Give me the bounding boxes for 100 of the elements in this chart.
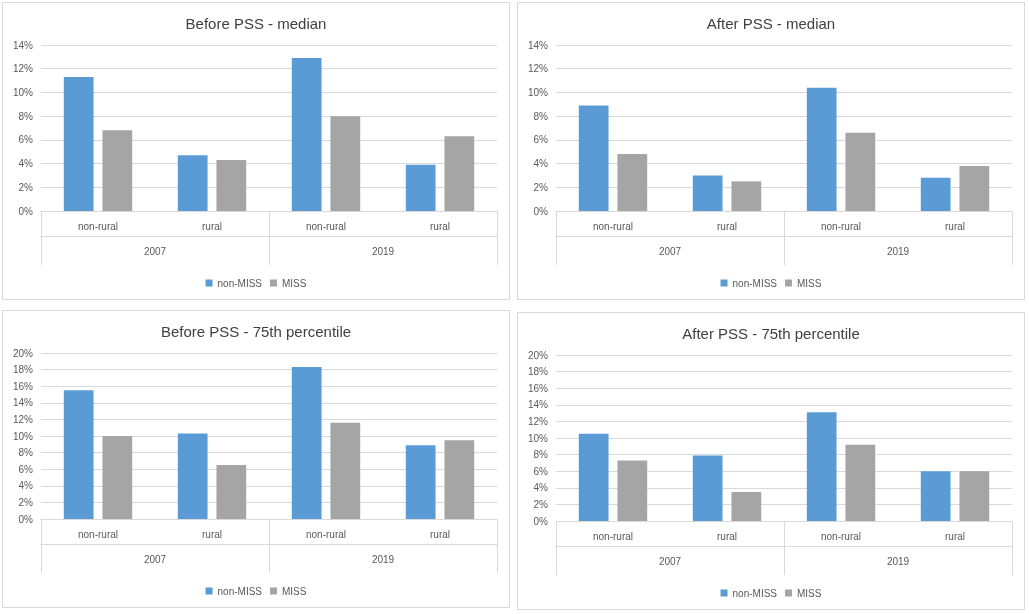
bar [102, 436, 133, 519]
y-tick-label: 8% [18, 447, 34, 459]
x-tick-label: rural [201, 220, 223, 232]
y-tick-label: 20% [12, 347, 34, 359]
bar [959, 471, 990, 521]
y-tick-label: 18% [527, 366, 549, 378]
bar [177, 433, 208, 519]
bar [806, 412, 837, 521]
y-tick-label: 12% [12, 413, 34, 425]
legend-label: MISS [797, 587, 822, 599]
bar [405, 445, 436, 519]
text: 2007 [143, 245, 167, 257]
legend-label: MISS [282, 585, 307, 597]
y-tick-label: 6% [533, 134, 549, 146]
y-tick-label: 6% [18, 134, 34, 146]
x-tick-label: non-rural [820, 220, 862, 232]
bar [291, 367, 322, 519]
y-tick-label: 12% [527, 63, 549, 75]
bar [444, 440, 475, 519]
x-tick-label: non-rural [592, 220, 634, 232]
x-tick-label: rural [716, 220, 738, 232]
bar [920, 177, 951, 211]
x-tick-label: non-rural [305, 220, 347, 232]
y-tick-label: 12% [12, 63, 34, 75]
y-tick-label: 2% [533, 181, 549, 193]
x-tick-label: rural [201, 528, 223, 540]
bar [63, 390, 94, 519]
y-tick-label: 10% [527, 432, 549, 444]
chart-title: After PSS - median [706, 15, 836, 32]
x-tick-label: non-rural [77, 528, 119, 540]
bar [920, 471, 951, 521]
legend-label: non-MISS [732, 587, 778, 599]
bar [405, 164, 436, 211]
y-tick-label: 2% [18, 181, 34, 193]
y-tick-label: 4% [533, 158, 549, 170]
y-tick-label: 4% [533, 482, 549, 494]
x-tick-label: rural [944, 530, 966, 542]
y-tick-label: 14% [527, 399, 549, 411]
y-tick-label: 0% [18, 513, 34, 525]
y-tick-label: 10% [12, 430, 34, 442]
legend-label: non-MISS [732, 277, 778, 289]
y-tick-label: 16% [12, 380, 34, 392]
bar [845, 444, 876, 521]
legend-label: non-MISS [217, 585, 263, 597]
legend-label: MISS [282, 277, 307, 289]
y-tick-label: 6% [533, 465, 549, 477]
text: 2019 [371, 245, 395, 257]
bar [578, 433, 609, 521]
text: 2007 [658, 555, 682, 567]
y-tick-label: 12% [527, 415, 549, 427]
y-tick-label: 16% [527, 382, 549, 394]
legend-label: MISS [797, 277, 822, 289]
x-tick-label: non-rural [820, 530, 862, 542]
x-tick-label: non-rural [592, 530, 634, 542]
bar [617, 154, 648, 211]
bar [692, 455, 723, 521]
y-tick-label: 4% [18, 480, 34, 492]
bar [578, 105, 609, 211]
text: 2019 [886, 555, 910, 567]
y-tick-label: 8% [533, 449, 549, 461]
bar [444, 136, 475, 211]
legend-label: non-MISS [217, 277, 263, 289]
text: 2007 [658, 245, 682, 257]
y-tick-label: 2% [533, 498, 549, 510]
bar [731, 491, 762, 521]
bar [617, 460, 648, 521]
bar [692, 175, 723, 211]
chart-title: After PSS - 75th percentile [682, 325, 860, 342]
bar [102, 130, 133, 211]
y-tick-label: 8% [533, 110, 549, 122]
y-tick-label: 10% [527, 86, 549, 98]
y-tick-label: 18% [12, 364, 34, 376]
bar [177, 155, 208, 211]
x-tick-label: non-rural [305, 528, 347, 540]
text: 2007 [143, 553, 167, 565]
y-tick-label: 0% [533, 205, 549, 217]
y-tick-label: 20% [527, 349, 549, 361]
bar [216, 465, 247, 519]
bar [216, 160, 247, 211]
x-tick-label: rural [944, 220, 966, 232]
y-tick-label: 14% [527, 39, 549, 51]
y-tick-label: 10% [12, 86, 34, 98]
bar [806, 87, 837, 211]
chart-title: Before PSS - median [185, 15, 327, 32]
text: 2019 [371, 553, 395, 565]
x-tick-label: non-rural [77, 220, 119, 232]
bar [845, 132, 876, 211]
bar [959, 165, 990, 211]
y-tick-label: 2% [18, 496, 34, 508]
y-tick-label: 6% [18, 463, 34, 475]
bar [291, 58, 322, 211]
y-tick-label: 0% [533, 515, 549, 527]
text: 2019 [886, 245, 910, 257]
bar [330, 116, 361, 211]
bar [330, 422, 361, 519]
y-tick-label: 8% [18, 110, 34, 122]
bar [63, 77, 94, 211]
y-tick-label: 14% [12, 397, 34, 409]
x-tick-label: rural [429, 220, 451, 232]
x-tick-label: rural [716, 530, 738, 542]
